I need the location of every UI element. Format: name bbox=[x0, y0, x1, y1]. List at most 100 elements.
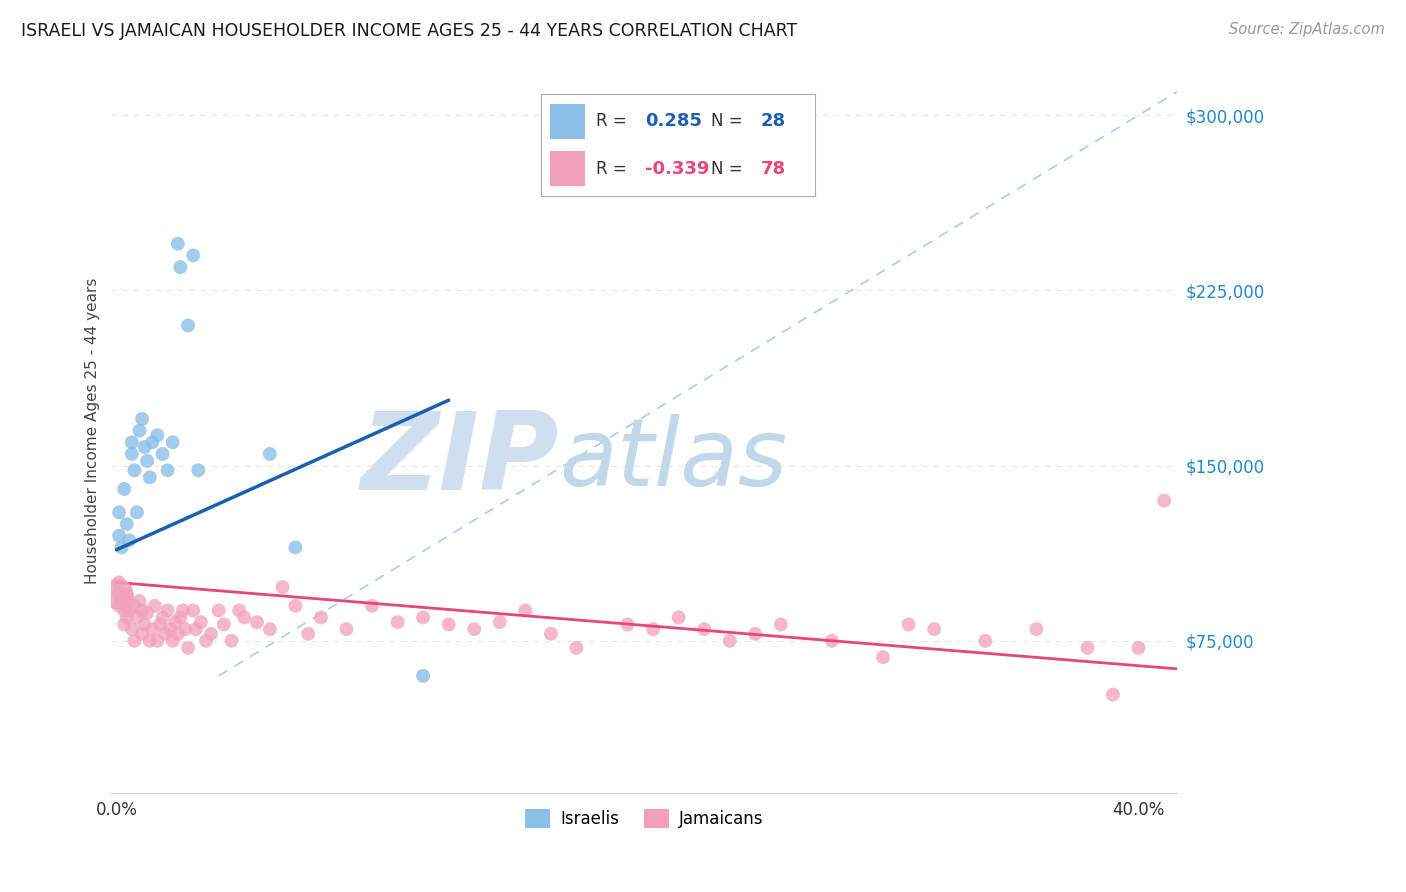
Point bbox=[1025, 622, 1047, 636]
Point bbox=[128, 424, 150, 438]
Point bbox=[184, 622, 207, 636]
Point bbox=[125, 610, 148, 624]
Point bbox=[128, 594, 150, 608]
Point bbox=[181, 248, 204, 262]
Point bbox=[134, 617, 156, 632]
Point bbox=[111, 541, 134, 555]
Point bbox=[125, 505, 148, 519]
Point bbox=[208, 603, 231, 617]
Point bbox=[174, 622, 197, 636]
Point bbox=[412, 669, 434, 683]
Point bbox=[121, 447, 143, 461]
Point bbox=[821, 633, 844, 648]
Point bbox=[212, 617, 235, 632]
Point bbox=[1102, 688, 1125, 702]
Point bbox=[111, 594, 134, 608]
Point bbox=[641, 622, 664, 636]
Point bbox=[718, 633, 741, 648]
Point bbox=[1128, 640, 1150, 655]
Point bbox=[166, 627, 188, 641]
Point bbox=[108, 587, 131, 601]
Point bbox=[118, 603, 141, 617]
Text: Source: ZipAtlas.com: Source: ZipAtlas.com bbox=[1229, 22, 1385, 37]
Point bbox=[668, 610, 690, 624]
Point bbox=[107, 587, 129, 601]
Point bbox=[166, 236, 188, 251]
Point bbox=[159, 622, 181, 636]
Text: 78: 78 bbox=[761, 160, 786, 178]
Point bbox=[187, 463, 209, 477]
Point bbox=[693, 622, 716, 636]
Point bbox=[136, 454, 159, 468]
Point bbox=[108, 505, 131, 519]
Point bbox=[194, 633, 217, 648]
Point bbox=[124, 463, 146, 477]
Point bbox=[118, 533, 141, 548]
Point bbox=[149, 617, 172, 632]
Point bbox=[169, 260, 191, 274]
Point bbox=[124, 633, 146, 648]
Point bbox=[974, 633, 997, 648]
Point bbox=[131, 412, 153, 426]
Point bbox=[221, 633, 243, 648]
Point bbox=[153, 627, 176, 641]
Point bbox=[112, 617, 135, 632]
Point bbox=[118, 594, 141, 608]
Point bbox=[177, 318, 200, 333]
Point bbox=[515, 603, 537, 617]
Point bbox=[922, 622, 945, 636]
Point bbox=[181, 603, 204, 617]
Point bbox=[156, 603, 179, 617]
Point bbox=[387, 615, 409, 629]
Point bbox=[146, 428, 169, 442]
Point bbox=[897, 617, 920, 632]
Text: ISRAELI VS JAMAICAN HOUSEHOLDER INCOME AGES 25 - 44 YEARS CORRELATION CHART: ISRAELI VS JAMAICAN HOUSEHOLDER INCOME A… bbox=[21, 22, 797, 40]
Point bbox=[141, 435, 163, 450]
Legend: Israelis, Jamaicans: Israelis, Jamaicans bbox=[519, 803, 770, 835]
Text: 0.285: 0.285 bbox=[645, 112, 703, 130]
Point bbox=[136, 606, 159, 620]
Point bbox=[463, 622, 485, 636]
Point bbox=[156, 463, 179, 477]
Point bbox=[233, 610, 256, 624]
Point bbox=[115, 587, 138, 601]
Point bbox=[284, 541, 307, 555]
Point bbox=[172, 603, 194, 617]
Y-axis label: Householder Income Ages 25 - 44 years: Householder Income Ages 25 - 44 years bbox=[86, 277, 100, 583]
Point bbox=[297, 627, 319, 641]
Text: atlas: atlas bbox=[560, 414, 787, 505]
Point bbox=[124, 599, 146, 613]
Text: R =: R = bbox=[596, 112, 627, 130]
Text: N =: N = bbox=[711, 112, 742, 130]
Point bbox=[141, 622, 163, 636]
Point bbox=[437, 617, 460, 632]
Point bbox=[112, 603, 135, 617]
Point bbox=[769, 617, 792, 632]
Point bbox=[200, 627, 222, 641]
Point bbox=[616, 617, 638, 632]
Point bbox=[108, 599, 131, 613]
Point bbox=[108, 575, 131, 590]
Point bbox=[565, 640, 588, 655]
Point bbox=[259, 447, 281, 461]
Point bbox=[246, 615, 269, 629]
Point bbox=[1153, 493, 1175, 508]
Point bbox=[138, 470, 160, 484]
Point bbox=[412, 610, 434, 624]
Point bbox=[744, 627, 766, 641]
Point bbox=[134, 440, 156, 454]
Point bbox=[108, 529, 131, 543]
Point bbox=[361, 599, 384, 613]
Point bbox=[271, 580, 294, 594]
Point bbox=[177, 640, 200, 655]
Point bbox=[115, 516, 138, 531]
Point bbox=[259, 622, 281, 636]
Point bbox=[143, 599, 166, 613]
Point bbox=[162, 435, 184, 450]
Point bbox=[162, 633, 184, 648]
Bar bbox=[550, 151, 585, 186]
Point bbox=[112, 482, 135, 496]
Point bbox=[1076, 640, 1098, 655]
Text: ZIP: ZIP bbox=[360, 407, 560, 513]
Text: R =: R = bbox=[596, 160, 627, 178]
